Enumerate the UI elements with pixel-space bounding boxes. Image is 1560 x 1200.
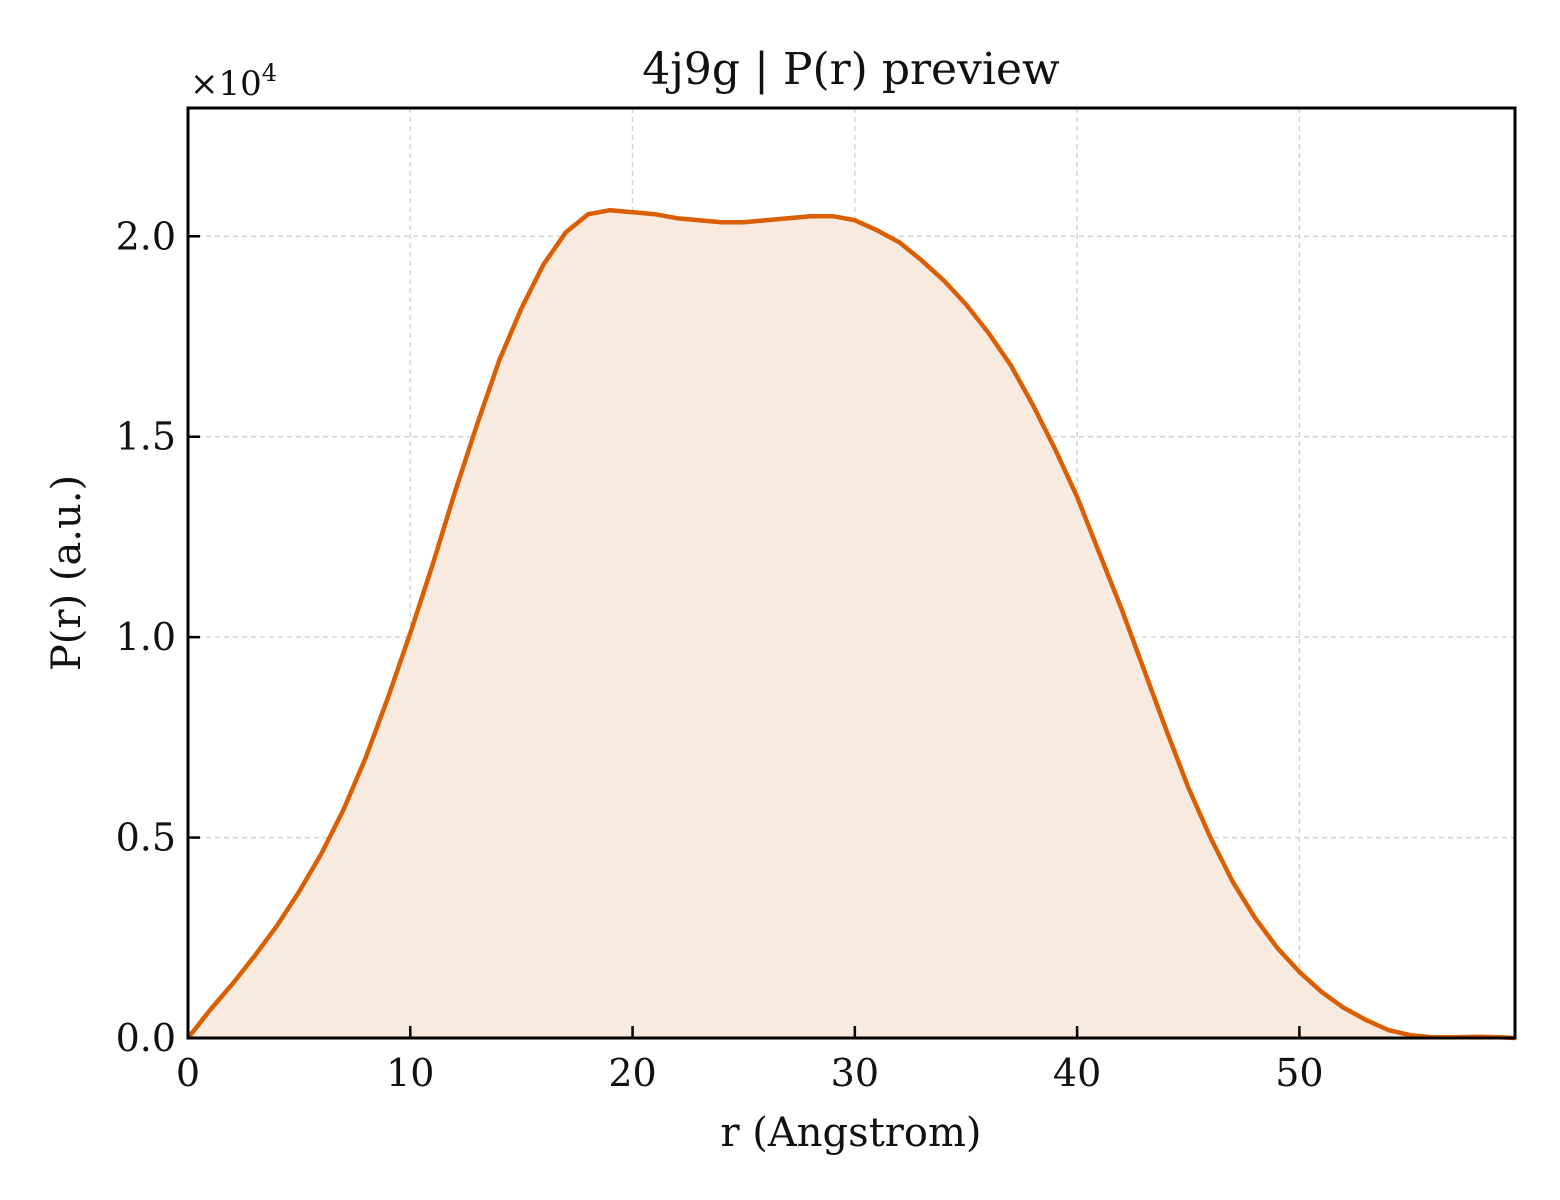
y-axis-multiplier-base: ×10 xyxy=(190,64,262,104)
series-line xyxy=(186,207,1516,1041)
series-area-fill xyxy=(188,210,1515,1038)
y-tick-label: 0.5 xyxy=(116,816,176,860)
plot-frame xyxy=(186,106,1517,1040)
y-tick-label: 2.0 xyxy=(116,214,176,258)
y-axis-title: P(r) (a.u.) xyxy=(44,475,90,671)
y-tick-label: 1.0 xyxy=(116,615,176,659)
axis-ticks: 0 10 20 30 40 50 0.0 0.5 1.0 1.5 2.0 xyxy=(116,214,1324,1095)
y-tick-label: 0.0 xyxy=(116,1016,176,1060)
x-tick-label: 20 xyxy=(608,1051,656,1095)
x-tick-label: 10 xyxy=(386,1051,434,1095)
x-axis-title: r (Angstrom) xyxy=(720,1110,981,1156)
x-tick-label: 0 xyxy=(176,1051,200,1095)
y-axis-multiplier: ×104 xyxy=(190,59,277,104)
chart-title: 4j9g | P(r) preview xyxy=(642,44,1060,95)
x-tick-label: 50 xyxy=(1275,1051,1323,1095)
y-axis-multiplier-exponent: 4 xyxy=(262,59,277,87)
x-tick-label: 30 xyxy=(831,1051,879,1095)
y-tick-label: 1.5 xyxy=(116,415,176,459)
x-tick-label: 40 xyxy=(1053,1051,1101,1095)
